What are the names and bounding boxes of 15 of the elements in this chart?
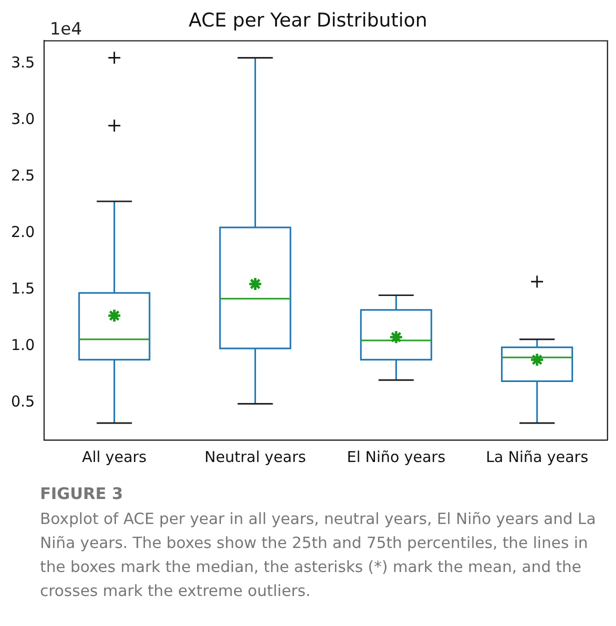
y-tick-label: 2.5 xyxy=(10,166,35,184)
y-tick-label: 3.0 xyxy=(10,110,35,128)
chart-title: ACE per Year Distribution xyxy=(188,9,428,32)
x-tick-label: La Niña years xyxy=(486,448,588,466)
x-tick-label: El Niño years xyxy=(346,448,446,466)
y-tick-label: 0.5 xyxy=(10,392,35,411)
y-tick-label: 2.0 xyxy=(10,222,35,241)
caption: FIGURE 3 xyxy=(40,484,124,503)
x-tick-label: All years xyxy=(82,448,147,466)
text: Boxplot of ACE per year in all years, neutral years, El Niño years and La Niña years. The boxes show the 25th and 75th percentiles, the lines in the boxes mark the median, the asterisks (*) mark the mean, and the crosses mark the extreme outliers. xyxy=(40,509,597,602)
y-tick-label: 3.5 xyxy=(10,53,35,72)
y-tick-label: 1.5 xyxy=(10,279,35,298)
y-tick-label: 1.0 xyxy=(10,336,35,354)
text: 1e4 xyxy=(50,20,82,40)
x-tick-label: Neutral years xyxy=(204,448,306,466)
